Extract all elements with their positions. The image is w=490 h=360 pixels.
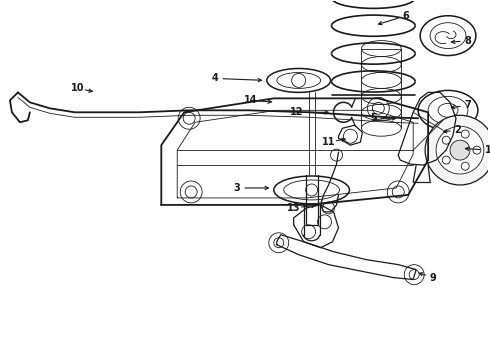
Text: 9: 9 (430, 273, 437, 283)
Text: 13: 13 (287, 203, 300, 213)
Text: 10: 10 (71, 84, 84, 93)
Text: 1: 1 (485, 145, 490, 155)
Text: 3: 3 (234, 183, 240, 193)
Circle shape (436, 126, 484, 174)
Text: 2: 2 (455, 125, 462, 135)
Text: 12: 12 (290, 107, 303, 117)
Circle shape (450, 140, 470, 160)
Text: 5: 5 (370, 113, 377, 123)
Text: 8: 8 (465, 36, 471, 46)
Circle shape (425, 115, 490, 185)
Text: 11: 11 (322, 137, 335, 147)
Text: 6: 6 (403, 11, 410, 21)
Text: 4: 4 (212, 73, 219, 84)
Text: 14: 14 (244, 95, 258, 105)
Text: 7: 7 (465, 100, 471, 110)
